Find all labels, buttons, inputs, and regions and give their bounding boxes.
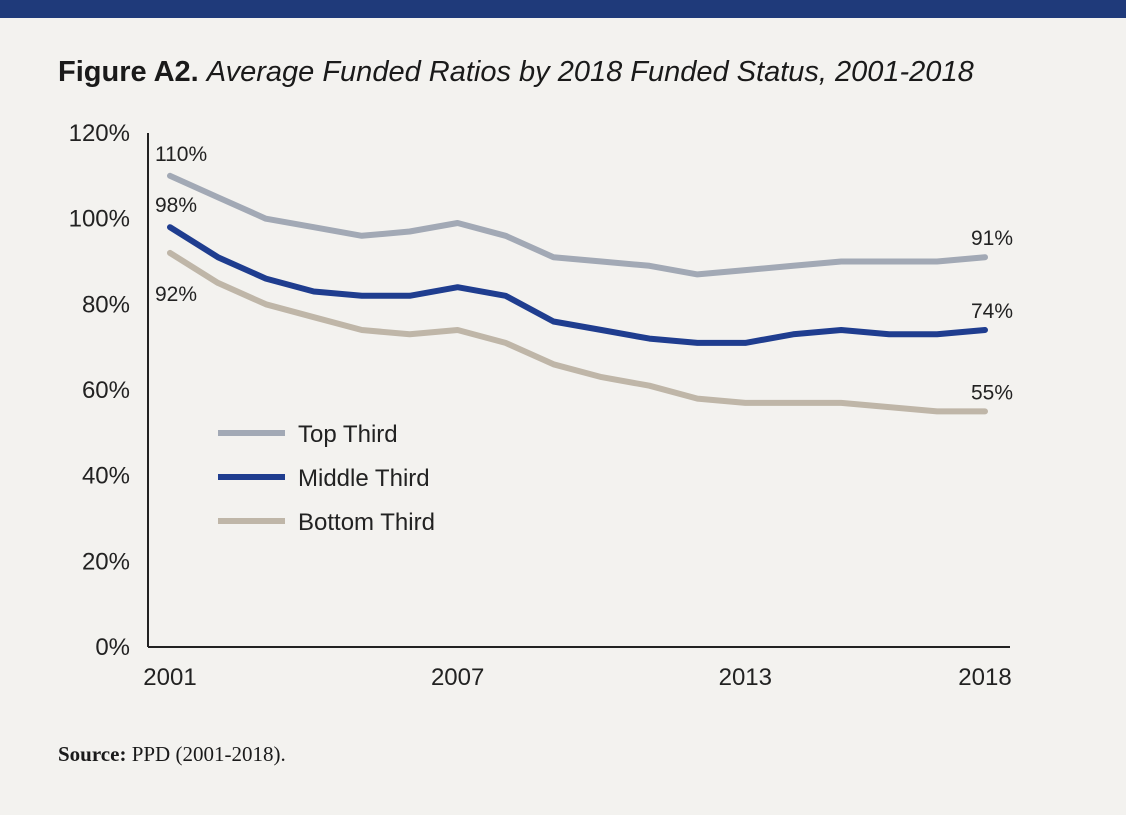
series-line — [167, 172, 988, 278]
y-axis-ticks: 0% 20% 40% 60% 80% 100% 120% — [69, 120, 130, 661]
y-tick-label: 100% — [69, 206, 130, 233]
y-tick-label: 20% — [82, 548, 130, 575]
chart-subtitle: Average Funded Ratios by 2018 Funded Sta… — [206, 56, 974, 88]
y-tick-label: 80% — [82, 291, 130, 318]
chart-axes — [147, 133, 1010, 648]
y-tick-label: 60% — [82, 377, 130, 404]
top-accent-bar — [0, 0, 1126, 18]
data-label: 55% — [971, 381, 1013, 404]
chart-title: Figure A2. Average Funded Ratios by 2018… — [58, 56, 974, 89]
data-label: 74% — [971, 300, 1013, 323]
source-label: Source: — [58, 742, 127, 766]
x-tick-label: 2013 — [719, 664, 772, 691]
legend-label: Top Third — [298, 421, 398, 448]
y-tick-label: 0% — [95, 634, 130, 661]
data-label: 98% — [155, 194, 197, 217]
series-lines — [167, 172, 988, 415]
series-line — [167, 224, 988, 346]
y-tick-label: 120% — [69, 120, 130, 147]
data-labels: 110% 98% 92% 91% 74% 55% — [155, 143, 1013, 405]
source-note: Source: PPD (2001-2018). — [58, 742, 286, 767]
legend-label: Middle Third — [298, 465, 430, 492]
figure-number: Figure A2. — [58, 56, 199, 88]
data-label: 91% — [971, 227, 1013, 250]
data-label: 92% — [155, 283, 197, 306]
x-axis-ticks: 2001 2007 2013 2018 — [143, 664, 1011, 691]
y-tick-label: 40% — [82, 463, 130, 490]
legend-label: Bottom Third — [298, 509, 435, 536]
legend: Top Third Middle Third Bottom Third — [218, 421, 435, 536]
series-line — [167, 249, 988, 415]
data-label: 110% — [155, 143, 207, 166]
x-tick-label: 2007 — [431, 664, 484, 691]
x-tick-label: 2001 — [143, 664, 196, 691]
x-tick-label: 2018 — [958, 664, 1011, 691]
source-text: PPD (2001-2018). — [131, 742, 286, 766]
